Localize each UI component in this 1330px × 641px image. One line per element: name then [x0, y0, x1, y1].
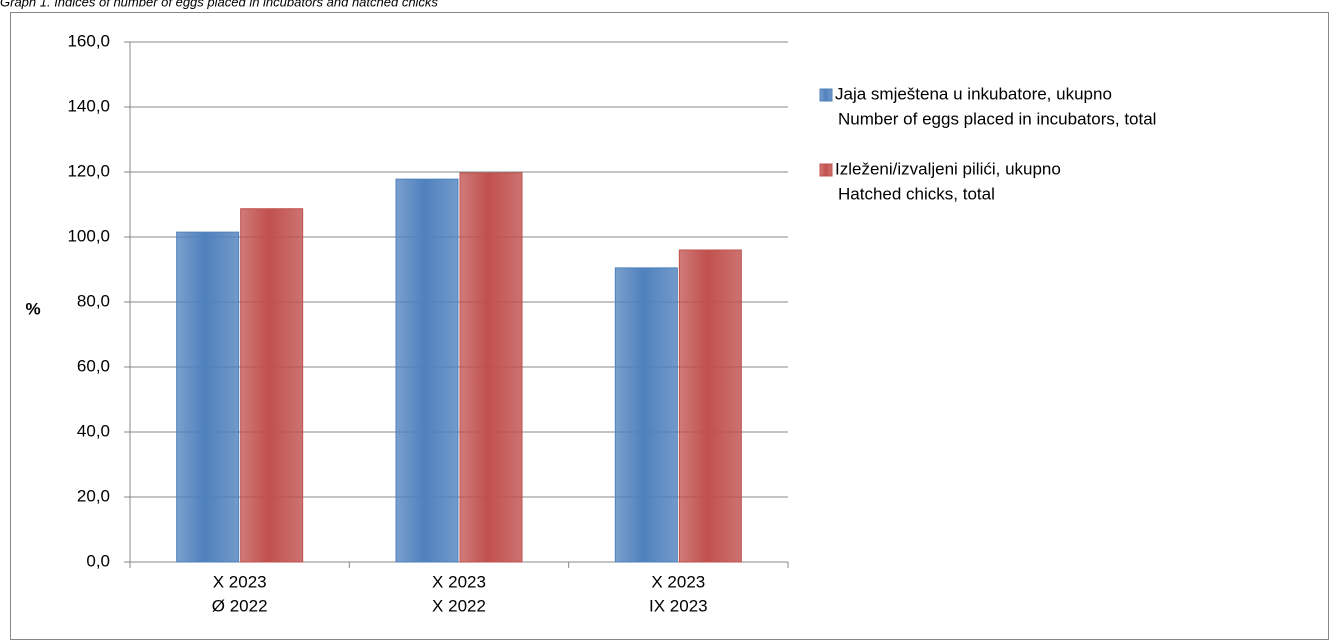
- legend-label: Jaja smještena u inkubatore, ukupno: [835, 84, 1112, 103]
- y-tick-label: 80,0: [77, 291, 110, 310]
- chart-frame: [10, 12, 1329, 640]
- legend-label: Hatched chicks, total: [838, 184, 995, 203]
- bar: [240, 208, 304, 563]
- y-tick-label: 100,0: [67, 226, 110, 245]
- x-tick-label: X 2023: [651, 572, 705, 591]
- chart-title: Graph 1. Indices of number of eggs place…: [0, 0, 438, 9]
- bar: [176, 231, 240, 563]
- bar: [459, 172, 523, 563]
- x-tick-label: Ø 2022: [212, 596, 268, 615]
- bar: [395, 178, 459, 563]
- y-tick-label: 140,0: [67, 96, 110, 115]
- y-tick-label: 40,0: [77, 421, 110, 440]
- y-tick-label: 0,0: [86, 551, 110, 570]
- y-tick-label: 20,0: [77, 486, 110, 505]
- x-tick-label: X 2023: [213, 572, 267, 591]
- x-tick-label: X 2023: [432, 572, 486, 591]
- y-axis-label: %: [25, 299, 40, 318]
- legend-swatch: [819, 88, 833, 102]
- y-tick-label: 120,0: [67, 161, 110, 180]
- y-tick-label: 60,0: [77, 356, 110, 375]
- legend-label: Number of eggs placed in incubators, tot…: [838, 109, 1156, 128]
- y-tick-label: 160,0: [67, 31, 110, 50]
- bar: [614, 267, 678, 563]
- x-tick-label: IX 2023: [649, 596, 708, 615]
- legend-swatch: [819, 163, 833, 177]
- x-tick-label: X 2022: [432, 596, 486, 615]
- legend-label: Izleženi/izvaljeni pilići, ukupno: [835, 159, 1061, 178]
- bar: [678, 249, 742, 563]
